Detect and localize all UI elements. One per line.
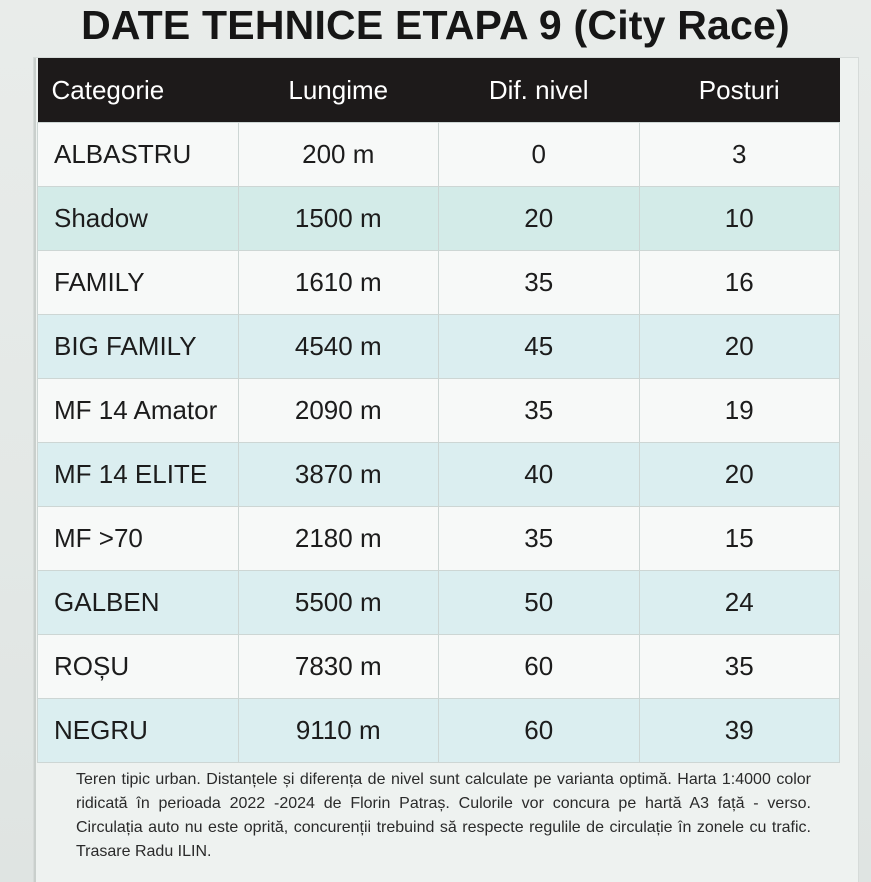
table-row: MF >70 2180 m 35 15 [37,506,840,571]
column-header-dif-nivel: Dif. nivel [438,58,639,123]
column-header-posturi: Posturi [639,58,840,123]
cell-categorie: GALBEN [37,570,239,635]
column-header-categorie: Categorie [37,58,238,123]
cell-categorie: MF 14 Amator [37,378,239,443]
cell-lungime: 2180 m [237,506,439,571]
cell-dif-nivel: 40 [438,442,640,507]
table-header-row: Categorie Lungime Dif. nivel Posturi [37,58,840,123]
cell-lungime: 200 m [237,122,439,187]
cell-lungime: 1610 m [237,250,439,315]
cell-dif-nivel: 50 [438,570,640,635]
table-row: Shadow 1500 m 20 10 [37,186,840,251]
cell-posturi: 35 [638,634,840,699]
cell-dif-nivel: 20 [438,186,640,251]
cell-categorie: Shadow [37,186,239,251]
cell-lungime: 7830 m [237,634,439,699]
technical-data-table: Categorie Lungime Dif. nivel Posturi ALB… [37,58,840,763]
cell-dif-nivel: 35 [438,506,640,571]
cell-lungime: 1500 m [237,186,439,251]
cell-posturi: 20 [638,314,840,379]
table-row: ALBASTRU 200 m 0 3 [37,122,840,187]
cell-lungime: 3870 m [237,442,439,507]
cell-posturi: 19 [638,378,840,443]
cell-dif-nivel: 45 [438,314,640,379]
cell-dif-nivel: 0 [438,122,640,187]
cell-posturi: 3 [638,122,840,187]
cell-categorie: ROȘU [37,634,239,699]
footnote-text: Teren tipic urban. Distanțele și diferen… [76,771,811,860]
cell-lungime: 5500 m [237,570,439,635]
cell-lungime: 4540 m [237,314,439,379]
cell-categorie: BIG FAMILY [37,314,239,379]
table-row: MF 14 Amator 2090 m 35 19 [37,378,840,443]
table-row: NEGRU 9110 m 60 39 [37,698,840,763]
page-title: DATE TEHNICE ETAPA 9 (City Race) [81,2,790,48]
table-row: BIG FAMILY 4540 m 45 20 [37,314,840,379]
cell-posturi: 15 [638,506,840,571]
table-row: ROȘU 7830 m 60 35 [37,634,840,699]
table-row: FAMILY 1610 m 35 16 [37,250,840,315]
cell-dif-nivel: 60 [438,698,640,763]
cell-lungime: 9110 m [237,698,439,763]
cell-categorie: NEGRU [37,698,239,763]
cell-posturi: 24 [638,570,840,635]
cell-categorie: MF 14 ELITE [37,442,239,507]
cell-dif-nivel: 35 [438,250,640,315]
cell-lungime: 2090 m [237,378,439,443]
table-row: GALBEN 5500 m 50 24 [37,570,840,635]
cell-posturi: 39 [638,698,840,763]
cell-posturi: 10 [638,186,840,251]
column-header-lungime: Lungime [238,58,439,123]
cell-categorie: MF >70 [37,506,239,571]
cell-categorie: ALBASTRU [37,122,239,187]
cell-dif-nivel: 35 [438,378,640,443]
table-row: MF 14 ELITE 3870 m 40 20 [37,442,840,507]
cell-categorie: FAMILY [37,250,239,315]
cell-posturi: 16 [638,250,840,315]
cell-posturi: 20 [638,442,840,507]
cell-dif-nivel: 60 [438,634,640,699]
